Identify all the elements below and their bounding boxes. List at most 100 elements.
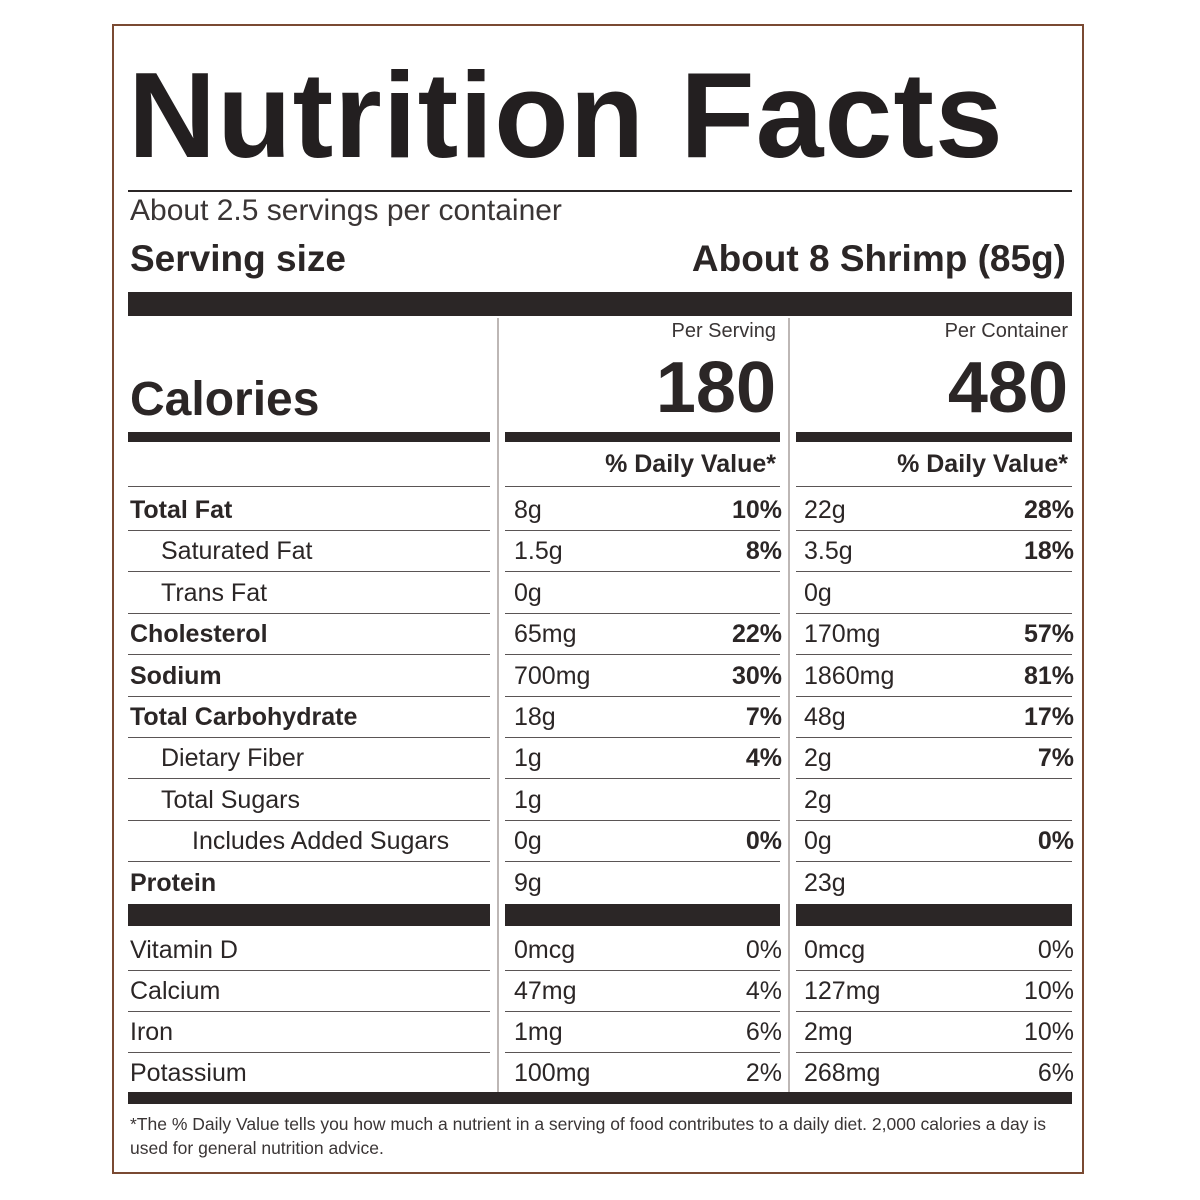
nutrient-name: Total Fat — [130, 496, 233, 524]
servings-per-container: About 2.5 servings per container — [130, 194, 562, 227]
container-daily-value: 81% — [1023, 661, 1074, 690]
divider-title — [128, 190, 1072, 192]
container-daily-value: 18% — [1023, 537, 1074, 566]
serving-daily-value: 2% — [745, 1059, 782, 1087]
row-divider — [505, 612, 780, 614]
row-divider — [505, 1052, 780, 1053]
nutrient-name: Cholesterol — [130, 620, 268, 649]
table-row: Includes Added Sugars 0g 0g 0% 0% — [128, 821, 1074, 863]
table-row: Sodium 700mg 1860mg 30% 81% — [128, 656, 1074, 697]
table-row: Iron 1mg 2mg 6% 10% — [128, 1012, 1074, 1053]
calories-bar-1 — [128, 432, 490, 442]
serving-size-value: About 8 Shrimp (85g) — [691, 238, 1066, 279]
container-amount: 48g — [804, 703, 846, 731]
serving-daily-value: 7% — [745, 703, 782, 731]
container-daily-value: 57% — [1023, 620, 1074, 649]
table-row: Trans Fat 0g 0g — [128, 573, 1074, 614]
serving-amount: 700mg — [514, 661, 591, 690]
container-daily-value: 28% — [1023, 496, 1074, 524]
table-row: Dietary Fiber 1g 2g 4% 7% — [128, 738, 1074, 780]
column-separator-2 — [788, 318, 790, 1092]
container-daily-value: 6% — [1037, 1059, 1074, 1087]
container-amount: 127mg — [804, 977, 881, 1005]
container-amount: 1860mg — [804, 661, 895, 690]
row-divider — [505, 970, 780, 971]
serving-daily-value: 0% — [745, 936, 782, 964]
container-daily-value: 17% — [1023, 703, 1074, 731]
nutrition-facts-label: Nutrition Facts About 2.5 servings per c… — [112, 24, 1084, 1174]
calories-bar-2 — [505, 432, 780, 442]
row-divider — [505, 695, 780, 697]
nutrient-name: Total Carbohydrate — [130, 703, 358, 731]
container-daily-value: 0% — [1037, 827, 1074, 856]
row-divider — [505, 737, 780, 738]
nutrient-name: Total Sugars — [161, 785, 300, 814]
calories-label: Calories — [130, 373, 320, 426]
nutrient-name: Vitamin D — [130, 936, 238, 964]
row-divider — [128, 819, 490, 821]
row-divider — [505, 778, 780, 780]
thick-bar-vitamins-2 — [505, 904, 780, 926]
container-amount: 2g — [804, 744, 832, 773]
container-daily-value: 7% — [1037, 744, 1074, 773]
row-divider — [128, 1052, 490, 1053]
serving-amount: 1g — [514, 744, 542, 773]
row-divider — [505, 530, 780, 531]
container-amount: 170mg — [804, 620, 881, 649]
container-amount: 0mcg — [804, 936, 866, 964]
nutrient-name: Includes Added Sugars — [192, 827, 450, 856]
dv-header-line-3 — [796, 486, 1072, 487]
row-divider — [796, 695, 1072, 697]
serving-amount: 47mg — [514, 977, 577, 1005]
thick-bar-top — [128, 292, 1072, 316]
row-divider — [796, 1052, 1072, 1053]
per-container-header: Per Container — [944, 320, 1068, 342]
container-daily-value: 0% — [1037, 936, 1074, 964]
nutrient-name: Protein — [130, 868, 217, 897]
container-daily-value: 10% — [1023, 1018, 1074, 1046]
footnote: *The % Daily Value tells you how much a … — [130, 1114, 1047, 1158]
row-divider — [505, 571, 780, 573]
row-divider — [796, 654, 1072, 656]
row-divider — [128, 612, 490, 614]
serving-size-label: Serving size — [130, 238, 346, 279]
row-divider — [128, 861, 490, 863]
daily-value-header-container: % Daily Value* — [897, 450, 1068, 478]
container-daily-value: 10% — [1023, 977, 1074, 1005]
serving-amount: 1.5g — [514, 537, 563, 566]
row-divider — [505, 861, 780, 863]
serving-amount: 9g — [514, 868, 542, 897]
row-divider — [796, 612, 1072, 614]
table-row: Potassium 100mg 268mg 2% 6% — [130, 1053, 1074, 1094]
row-divider — [796, 861, 1072, 863]
dv-header-line-2 — [505, 486, 780, 487]
nutrient-name: Calcium — [130, 977, 221, 1005]
container-amount: 0g — [804, 578, 832, 607]
row-divider — [128, 571, 490, 573]
serving-daily-value: 10% — [731, 496, 782, 524]
calories-per-container: 480 — [947, 348, 1068, 428]
table-row: Vitamin D 0mcg 0mcg 0% 0% — [128, 930, 1074, 971]
row-divider — [796, 737, 1072, 738]
serving-amount: 8g — [514, 496, 542, 524]
dv-header-line-1 — [128, 486, 490, 487]
serving-amount: 0g — [514, 578, 542, 607]
container-amount: 2g — [804, 785, 832, 814]
row-divider — [128, 695, 490, 697]
nutrient-name: Dietary Fiber — [161, 744, 305, 773]
serving-daily-value: 30% — [731, 661, 782, 690]
row-divider — [128, 737, 490, 738]
serving-amount: 18g — [514, 703, 556, 731]
label-title: Nutrition Facts — [128, 47, 1004, 183]
thick-bar-vitamins-3 — [796, 904, 1072, 926]
serving-daily-value: 0% — [745, 827, 782, 856]
row-divider — [128, 530, 490, 531]
container-amount: 3.5g — [804, 537, 853, 566]
table-row: Cholesterol 65mg 170mg 22% 57% — [128, 614, 1074, 656]
serving-daily-value: 4% — [745, 744, 782, 773]
nutrient-name: Trans Fat — [161, 578, 268, 607]
serving-daily-value: 4% — [745, 977, 782, 1005]
serving-amount: 100mg — [514, 1059, 591, 1087]
thick-bar-bottom — [128, 1092, 1072, 1104]
row-divider — [796, 970, 1072, 971]
